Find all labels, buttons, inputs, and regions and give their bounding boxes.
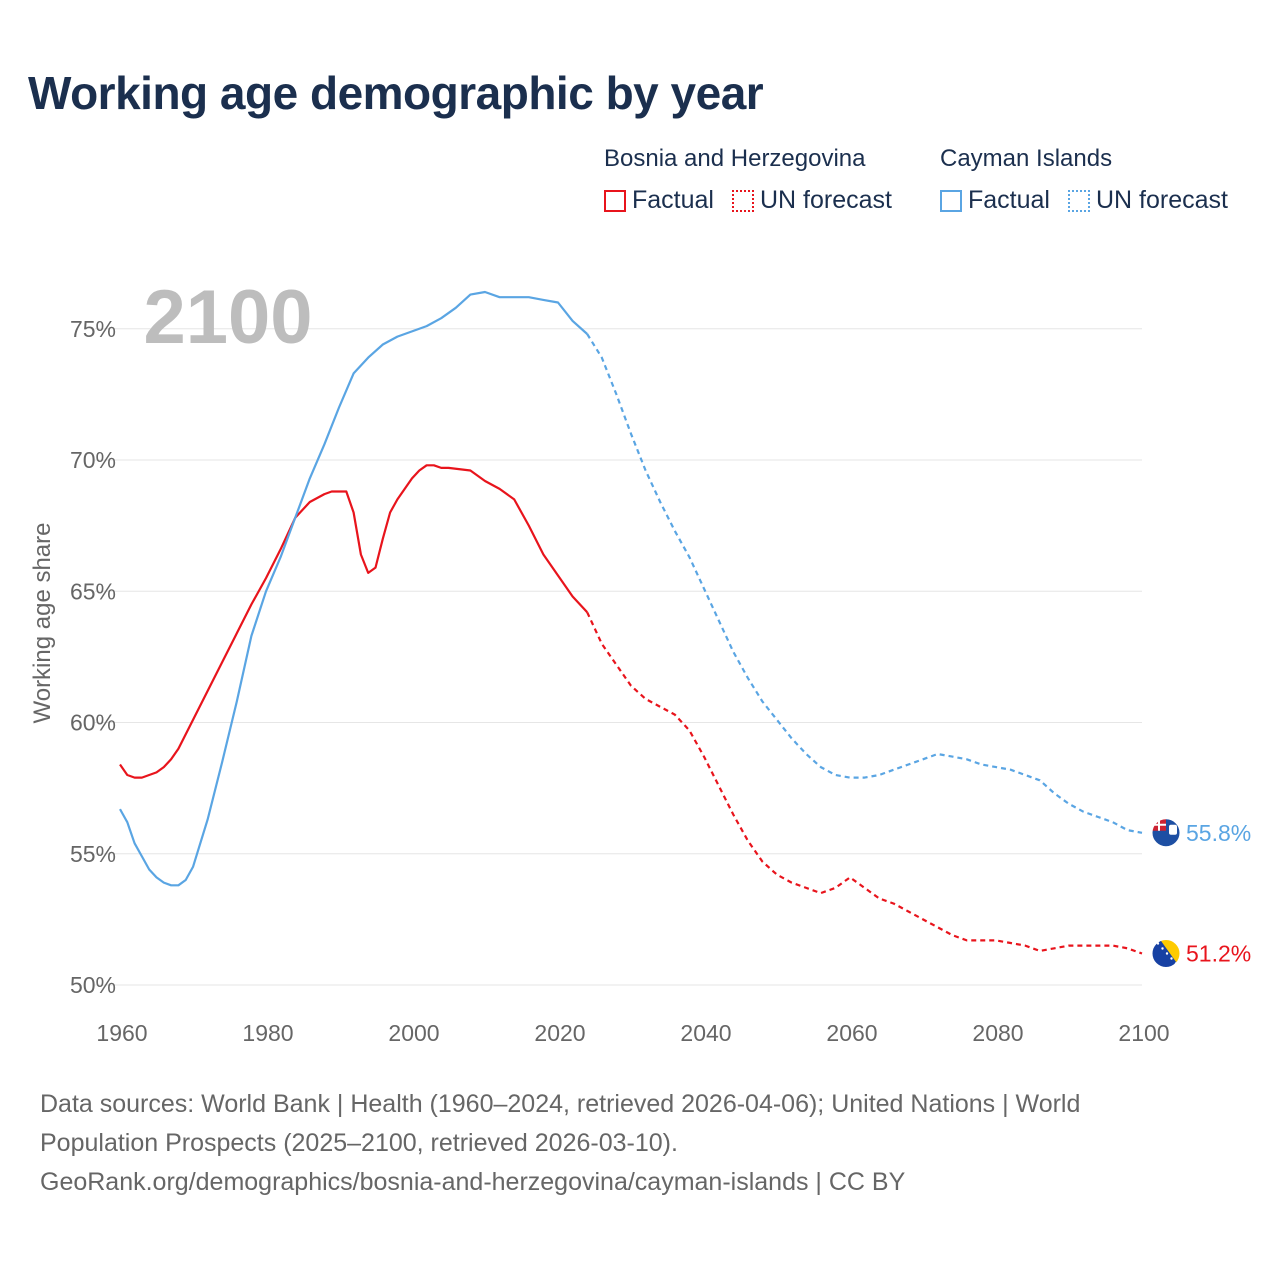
x-tick-label: 1980 — [242, 1020, 293, 1046]
legend-bosnia-factual[interactable]: Factual — [604, 186, 714, 215]
x-tick-label: 1960 — [96, 1020, 147, 1046]
series-line-forecast — [586, 333, 1143, 834]
legend-dotted-swatch — [731, 189, 754, 212]
y-tick-label: 55% — [70, 841, 116, 867]
x-tick-label: 2040 — [680, 1020, 731, 1046]
x-tick-label: 2060 — [826, 1020, 877, 1046]
year-watermark: 2100 — [143, 275, 312, 360]
legend-bosnia-forecast[interactable]: UN forecast — [731, 186, 892, 215]
footer-line-1: Data sources: World Bank | Health (1960–… — [40, 1090, 1081, 1118]
legend-label: UN forecast — [1095, 186, 1228, 214]
legend-label: UN forecast — [759, 186, 892, 214]
flag-border — [1151, 939, 1181, 968]
x-tick-label: 2020 — [534, 1020, 585, 1046]
legend-solid-swatch — [604, 189, 626, 212]
y-tick-label: 50% — [70, 972, 116, 998]
footer-line-2: Population Prospects (2025–2100, retriev… — [40, 1129, 678, 1157]
chart-title: Working age demographic by year — [28, 67, 764, 119]
flag-border — [1151, 818, 1181, 848]
legend-group-name: Cayman Islands — [940, 145, 1113, 172]
series-line-factual — [119, 290, 588, 887]
series-end-label: 55.8% — [1186, 820, 1251, 846]
footer-line-3: GeoRank.org/demographics/bosnia-and-herz… — [40, 1168, 906, 1196]
y-tick-label: 75% — [70, 316, 116, 342]
legend-cayman-forecast[interactable]: UN forecast — [1067, 186, 1228, 215]
x-tick-label: 2000 — [388, 1020, 439, 1046]
legend-solid-swatch — [940, 189, 962, 212]
footer-sources: Data sources: World Bank | Health (1960–… — [40, 1085, 1220, 1202]
bosnia-flag-icon — [1152, 939, 1180, 968]
legend-group-bosnia: Bosnia and Herzegovina Factual UN foreca… — [604, 144, 910, 215]
series-line-factual — [119, 464, 589, 779]
cayman-flag-icon — [1152, 818, 1180, 847]
legend-label: Factual — [632, 186, 714, 214]
legend-group-name: Bosnia and Herzegovina — [604, 145, 866, 172]
x-tick-label: 2100 — [1118, 1020, 1169, 1046]
legend-group-cayman: Cayman Islands Factual UN forecast — [940, 144, 1246, 215]
y-tick-label: 70% — [70, 447, 116, 473]
legend-label: Factual — [968, 186, 1050, 214]
series-line-forecast — [586, 611, 1143, 955]
x-tick-label: 2080 — [972, 1020, 1023, 1046]
y-axis-label: Working age share — [29, 523, 56, 724]
legend-dotted-swatch — [1067, 189, 1090, 212]
legend-cayman-factual[interactable]: Factual — [940, 186, 1050, 215]
y-tick-label: 60% — [70, 710, 116, 736]
series-end-label: 51.2% — [1186, 941, 1251, 967]
y-tick-label: 65% — [70, 578, 116, 604]
